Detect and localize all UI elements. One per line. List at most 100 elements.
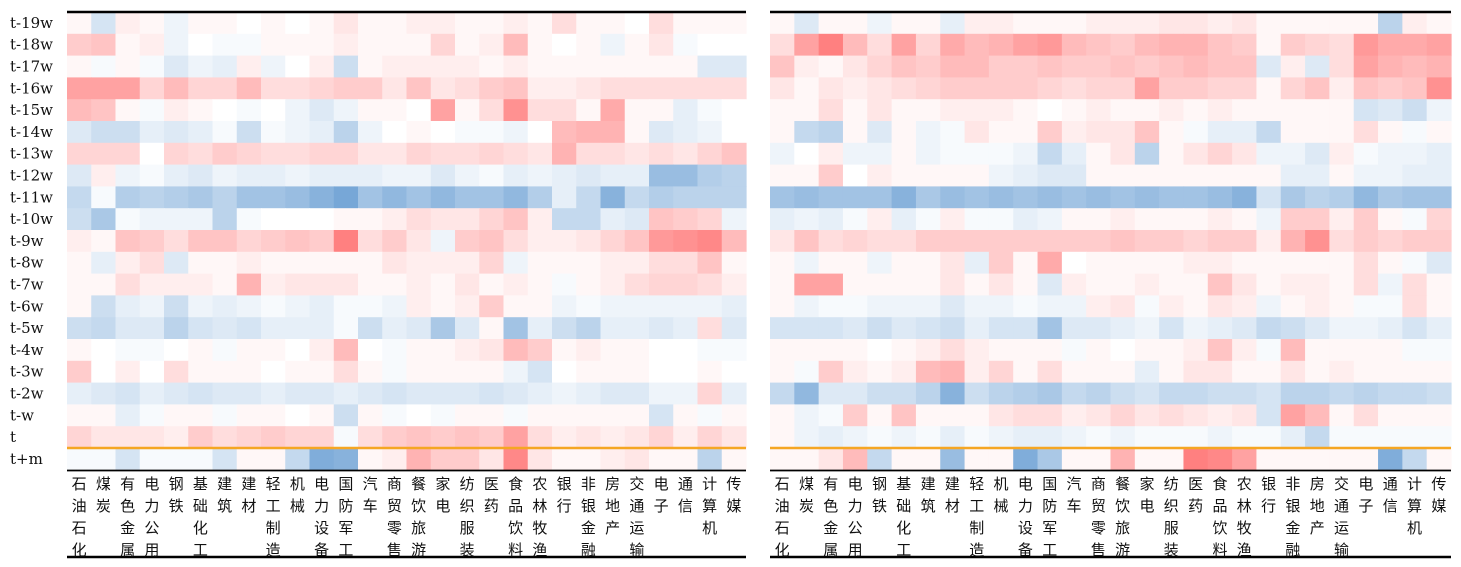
heatmap-cell [721,382,747,405]
heatmap-cell [1378,99,1403,122]
heatmap-cell [1378,404,1403,427]
heatmap-cell [479,121,505,144]
heatmap-cell [333,186,359,209]
heatmap-cell [1183,295,1209,318]
heatmap-cell [964,142,990,166]
column-label: 机械 [994,475,1009,515]
heatmap-cell [527,55,553,78]
heatmap-cell [1426,164,1452,187]
heatmap-cell [479,142,505,166]
heatmap-cell [915,230,941,253]
heatmap-cell [770,382,795,405]
heatmap-cell [382,251,408,275]
heatmap-cell [67,339,92,362]
heatmap-cell [915,382,941,405]
heatmap-cell [1305,230,1330,253]
heatmap-cell [1305,360,1330,384]
heatmap-cell [1353,186,1379,209]
heatmap-cell [1086,186,1112,209]
heatmap-cell [1207,317,1233,340]
heatmap-cell [1183,382,1209,405]
heatmap-cell [164,382,189,405]
heatmap-cell [406,99,432,122]
heatmap-cell [1402,55,1428,78]
heatmap-cell [576,317,602,340]
heatmap-cell [1159,142,1185,166]
heatmap-cell [818,164,844,187]
heatmap-cell [1061,33,1087,57]
heatmap-cell [867,186,893,209]
heatmap-cell [67,12,92,35]
heatmap-cell [721,12,747,35]
heatmap-cell [1134,339,1160,362]
heatmap-cell [333,142,359,166]
heatmap-cell [1159,426,1185,449]
heatmap-cell [649,317,674,340]
heatmap-cell [115,121,141,144]
heatmap-cell [527,448,553,471]
heatmap-cell [600,186,626,209]
heatmap-cell [212,55,238,78]
heatmap-cell [91,404,117,427]
heatmap-cell [1110,55,1136,78]
heatmap-cell [1134,382,1160,405]
heatmap-cell [333,55,359,78]
heatmap-cell [1353,99,1379,122]
heatmap-cell [988,33,1014,57]
heatmap-cell [1329,99,1355,122]
heatmap-cell [697,426,723,449]
heatmap-cell [673,295,699,318]
heatmap-cell [842,339,868,362]
heatmap-cell [406,360,432,384]
heatmap-cell [794,12,820,35]
heatmap-cell [67,55,92,78]
row-label: t-19w [10,14,53,32]
heatmap-cell [382,186,408,209]
heatmap-cell [285,208,311,231]
heatmap-cell [503,77,529,100]
heatmap-cell [1159,208,1185,231]
heatmap-cell [940,164,966,187]
heatmap-cell [915,77,941,100]
heatmap-cell [552,164,577,187]
heatmap-cell [697,121,723,144]
heatmap-cell [649,273,674,296]
heatmap-cell [261,404,286,427]
column-label: 食品饮料 [508,475,523,559]
heatmap-cell [333,99,359,122]
heatmap-cell [673,230,699,253]
heatmap-cell [139,426,165,449]
heatmap-cell [188,382,214,405]
row-label: t-6w [10,297,44,315]
heatmap-cell [236,426,262,449]
heatmap-cell [867,360,893,384]
heatmap-cell [236,404,262,427]
heatmap-cell [1426,99,1452,122]
heatmap-cell [770,55,795,78]
heatmap-cell [1256,99,1282,122]
heatmap-cell [1110,360,1136,384]
heatmap-cell [212,295,238,318]
heatmap-cell [649,426,674,449]
heatmap-cell [188,404,214,427]
heatmap-cell [115,208,141,231]
heatmap-cell [1110,142,1136,166]
heatmap-cell [624,77,650,100]
heatmap-cell [552,99,577,122]
heatmap-cell [964,186,990,209]
heatmap-cell [455,142,480,166]
heatmap-cell [1110,77,1136,100]
heatmap-cell [697,230,723,253]
column-label: 商贸零售 [1091,475,1106,559]
heatmap-cell [697,142,723,166]
heatmap-cell [1402,426,1428,449]
heatmap-cell [1353,77,1379,100]
heatmap-cell [333,273,359,296]
heatmap-cell [430,273,456,296]
column-label: 石油石化 [775,475,790,559]
heatmap-cell [285,426,311,449]
heatmap-cell [115,142,141,166]
heatmap-cell [67,164,92,187]
heatmap-cell [1280,426,1306,449]
heatmap-cell [479,230,505,253]
